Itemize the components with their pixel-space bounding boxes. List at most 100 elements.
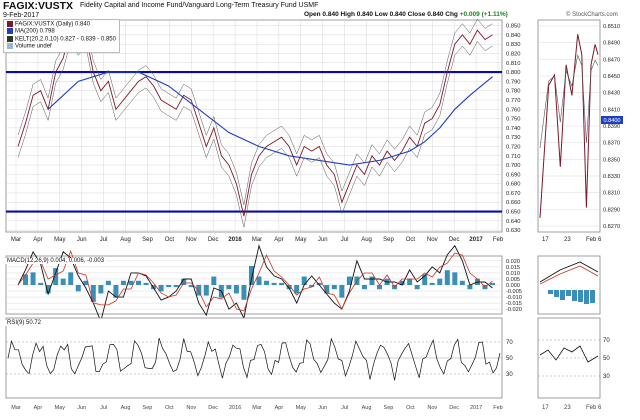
rsi-axis-tick: 50 — [506, 356, 513, 362]
price-legend: FAGIX:VUSTX (Daily) 0.840 MA(200) 0.798 … — [3, 19, 120, 53]
macd-histogram-bar — [301, 276, 307, 285]
macd-histogram-bar — [279, 282, 285, 285]
macd-histogram-bar — [98, 285, 104, 294]
footer-date-tick: Aug — [362, 405, 372, 411]
side-axis-tick: 0.8410 — [603, 107, 620, 113]
price-axis-tick: 0.770 — [506, 98, 521, 104]
date-axis-tick: Mar — [252, 237, 262, 243]
chart-symbol: FAGIX:VUSTX — [3, 0, 74, 12]
date-axis-tick: 2016 — [228, 237, 242, 243]
macd-axis-tick: -0.020 — [506, 307, 522, 313]
price-axis-tick: 0.780 — [506, 89, 521, 95]
date-axis-tick: Jul — [100, 237, 108, 243]
date-axis-tick: May — [54, 237, 65, 243]
macd-histogram-bar — [399, 280, 405, 285]
side-axis-tick: 0.8430 — [603, 91, 620, 97]
macd-histogram-bar — [136, 280, 142, 285]
side-date-tick: Feb 6 — [586, 237, 602, 243]
macd-histogram-bar — [233, 285, 239, 294]
date-axis-tick: Nov — [427, 237, 438, 243]
macd-histogram-bar — [241, 285, 247, 300]
footer-date-tick: Apr — [34, 405, 43, 411]
macd-histogram-bar — [377, 285, 383, 290]
macd-histogram-bar — [316, 282, 322, 285]
macd-histogram-bar — [105, 280, 111, 285]
price-axis-tick: 0.750 — [506, 117, 521, 123]
side-keltner-line — [539, 54, 599, 149]
rsi-legend: RSI(9) 50.72 — [5, 320, 44, 326]
side-axis-tick: 0.8350 — [603, 157, 620, 163]
legend-swatch — [7, 43, 13, 50]
macd-histogram-bar — [83, 280, 89, 285]
macd-histogram-bar — [68, 272, 74, 285]
footer-date-tick: Oct — [165, 405, 174, 411]
footer-date-tick: Nov — [427, 405, 437, 411]
date-axis-tick: Nov — [186, 237, 197, 243]
price-axis-tick: 0.730 — [506, 135, 521, 141]
date-axis-tick: Jul — [341, 237, 349, 243]
macd-histogram-bar — [264, 280, 270, 285]
date-axis-tick: Apr — [33, 237, 42, 243]
side-axis-tick: 0.8390 — [603, 124, 620, 130]
legend-label: Volume undef — [15, 43, 52, 50]
price-axis-tick: 0.810 — [506, 61, 521, 67]
side-value-badge-text: 0.8400 — [603, 118, 620, 124]
price-axis-tick: 0.840 — [506, 33, 521, 39]
ohlc-readout: Open 0.840 High 0.840 Low 0.840 Close 0.… — [304, 11, 508, 19]
legend-swatch — [7, 28, 13, 35]
date-axis-tick: Jun — [77, 237, 87, 243]
macd-legend: MACD(12,26,9) 0.004, 0.006, -0.003 — [5, 258, 107, 264]
macd-histogram-bar — [437, 278, 443, 285]
legend-item: FAGIX:VUSTX (Daily) 0.840 — [7, 21, 116, 28]
side-axis-tick: 0.8330 — [603, 174, 620, 180]
legend-label: FAGIX:VUSTX (Daily) 0.840 — [15, 21, 91, 28]
macd-histogram-bar — [60, 278, 66, 285]
date-axis-tick: Aug — [120, 237, 131, 243]
macd-histogram-bar — [256, 276, 262, 285]
price-axis-tick: 0.850 — [506, 24, 521, 30]
side-axis-tick: 0.8510 — [603, 24, 620, 30]
macd-histogram-bar — [143, 282, 149, 285]
date-axis-tick: Aug — [361, 237, 372, 243]
price-axis-tick: 0.760 — [506, 107, 521, 113]
macd-histogram-bar — [489, 282, 495, 285]
legend-item: MA(200) 0.798 — [7, 28, 116, 35]
macd-axis-tick: -0.005 — [506, 289, 522, 295]
price-line — [17, 28, 493, 217]
rsi-axis-tick: 70 — [506, 340, 513, 346]
macd-histogram-bar — [452, 272, 458, 285]
footer-date-tick: Apr — [275, 405, 284, 411]
side-date-tick: 23 — [564, 237, 571, 243]
macd-histogram-bar — [30, 272, 36, 285]
footer-date-tick: Jun — [77, 405, 86, 411]
legend-swatch — [7, 35, 13, 42]
footer-date-tick: Nov — [186, 405, 196, 411]
macd-histogram-bar — [23, 274, 29, 285]
macd-histogram-bar — [45, 285, 51, 294]
footer-date-tick: 2016 — [229, 405, 241, 411]
macd-histogram-bar — [75, 285, 81, 292]
date-axis-tick: Jun — [318, 237, 328, 243]
side-axis-tick: 0.8270 — [603, 224, 620, 230]
macd-histogram-bar — [113, 285, 119, 298]
macd-axis-tick: 0.020 — [506, 259, 520, 265]
footer-date-tick: Dec — [449, 405, 459, 411]
side-axis-tick: 0.8470 — [603, 57, 620, 63]
side-axis-tick: 0.8290 — [603, 207, 620, 213]
macd-histogram-bar — [294, 285, 300, 294]
macd-histogram-bar — [166, 285, 172, 288]
macd-histogram-bar — [181, 278, 187, 285]
date-axis-tick: Mar — [11, 237, 21, 243]
keltner-upper — [17, 18, 493, 206]
macd-histogram-bar — [346, 276, 352, 285]
price-axis-tick: 0.800 — [506, 70, 521, 76]
price-axis-tick: 0.680 — [506, 182, 521, 188]
side-date-tick: 17 — [542, 237, 549, 243]
side-bottom-tick: 17 — [542, 405, 549, 411]
credit-text: © StockCharts.com — [566, 12, 618, 18]
macd-histogram-bar — [120, 280, 126, 285]
side-macd-signal — [539, 265, 599, 285]
macd-line — [17, 244, 493, 323]
keltner-lower — [17, 40, 493, 228]
